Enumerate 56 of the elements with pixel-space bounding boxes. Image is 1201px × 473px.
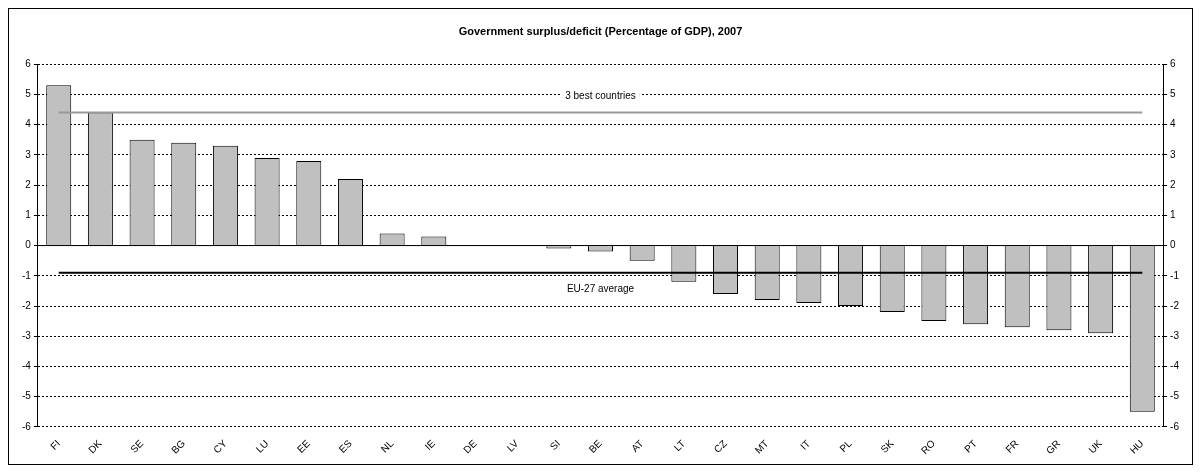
x-tick-label: LV	[504, 437, 521, 454]
y-tick-label: -2	[21, 299, 32, 311]
x-tick-label: PT	[962, 437, 979, 455]
x-tick-label: BE	[586, 437, 605, 455]
x-tick-label: RO	[918, 437, 938, 457]
x-tick-label: IE	[422, 437, 438, 453]
x-tick-label: ES	[336, 437, 355, 455]
x-tick-label: NL	[378, 437, 396, 455]
y-tick-label: -3	[21, 329, 32, 341]
y-tick-label: 3	[25, 148, 32, 160]
chart-title: Government surplus/deficit (Percentage of GDP), 2007	[458, 24, 743, 37]
x-tick-label: CZ	[711, 437, 729, 455]
x-tick-label: AT	[629, 437, 646, 455]
y-tick-label: 5	[25, 88, 32, 100]
x-tick-label: IT	[798, 437, 813, 452]
x-tick-label: SK	[878, 437, 896, 455]
ref-line-label: EU-27 average	[566, 282, 635, 294]
x-tick-label: GR	[1043, 437, 1063, 457]
ref-line-label: 3 best countries	[565, 90, 636, 102]
x-tick-label: SE	[128, 437, 146, 455]
y2-tick-label: -5	[1170, 390, 1180, 402]
x-tick-label: UK	[1086, 437, 1105, 456]
x-tick-label: CY	[211, 437, 230, 456]
y2-tick-label: 1	[1170, 209, 1177, 221]
y-tick-label: 2	[25, 178, 32, 190]
y2-tick-label: 0	[1170, 239, 1177, 251]
y-tick-label: -1	[21, 269, 32, 281]
y2-tick-label: -6	[1170, 420, 1180, 432]
y2-tick-label: -2	[1170, 299, 1180, 311]
y2-tick-label: -4	[1170, 360, 1180, 372]
x-tick-label: BG	[169, 437, 188, 456]
y-tick-label: -6	[21, 420, 32, 432]
y-tick-label: -5	[21, 390, 32, 402]
y2-tick-label: 2	[1170, 178, 1177, 190]
y-tick-label: 0	[25, 239, 32, 251]
x-tick-label: MT	[752, 437, 771, 456]
x-tick-label: PL	[837, 437, 855, 455]
y2-tick-label: 3	[1170, 148, 1177, 160]
y2-tick-label: 4	[1170, 118, 1177, 130]
y-tick-label: 4	[25, 118, 32, 130]
x-tick-label: LT	[671, 437, 688, 454]
y-tick-label: -4	[21, 360, 32, 372]
x-tick-label: FI	[48, 437, 63, 452]
x-tick-label: DE	[461, 437, 480, 456]
y2-tick-label: 5	[1170, 88, 1177, 100]
x-tick-label: FR	[1003, 437, 1021, 455]
y2-tick-label: -1	[1170, 269, 1180, 281]
y-tick-label: 6	[25, 57, 32, 69]
y-tick-label: 1	[25, 209, 32, 221]
y2-tick-label: 6	[1170, 57, 1177, 69]
x-tick-label: SI	[547, 437, 563, 453]
x-tick-label: EE	[294, 437, 313, 455]
x-tick-label: LU	[253, 437, 271, 455]
x-tick-label: DK	[86, 437, 104, 456]
x-tick-label: HU	[1127, 437, 1146, 456]
y2-tick-label: -3	[1170, 329, 1180, 341]
